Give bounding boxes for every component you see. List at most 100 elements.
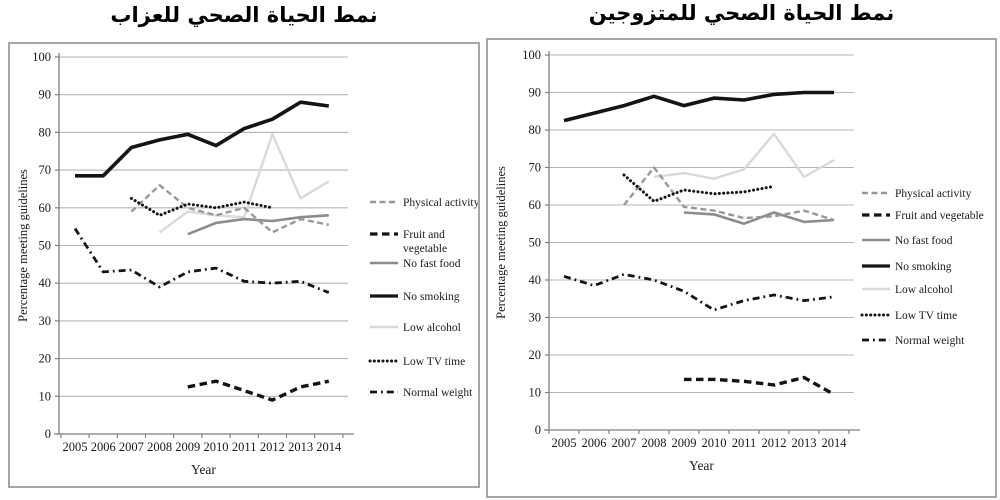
series-lines xyxy=(73,100,330,402)
married-chart-panel: 0 10 20 30 40 50 60 70 80 90 100 2005 2006 2007 2008 20… xyxy=(486,38,997,498)
legend-item-low-alcohol: Low alcohol xyxy=(370,322,461,334)
x-tick-label: 2013 xyxy=(792,436,817,450)
series-lines xyxy=(563,90,835,396)
x-tick-label: 2012 xyxy=(762,436,787,450)
y-tick-labels: 0 10 20 30 40 50 60 70 80 90 100 xyxy=(522,48,541,437)
x-tick-label: 2010 xyxy=(702,436,727,450)
series-line-low-alcohol xyxy=(158,133,330,234)
legend-item-no-smoking: No smoking xyxy=(370,291,460,303)
x-tick-label: 2008 xyxy=(147,440,172,454)
y-tick-label: 50 xyxy=(529,236,542,250)
series-line-fruit-and-vegetable xyxy=(187,379,330,402)
married-chart-title: نمط الحياة الصحي للمتزوجين xyxy=(588,1,895,25)
x-tick-label: 2007 xyxy=(119,440,144,454)
legend: Physical activity Fruit and vegetable No fa… xyxy=(368,197,478,399)
y-tick-label: 100 xyxy=(32,50,51,64)
y-tick-label: 70 xyxy=(39,163,52,177)
legend-label-physical-activity: Physical activity xyxy=(895,188,972,200)
y-tick-label: 0 xyxy=(535,423,541,437)
legend-item-no-fast-food: No fast food xyxy=(862,235,953,247)
y-tick-label: 30 xyxy=(529,311,542,325)
x-tick-label: 2012 xyxy=(260,440,285,454)
x-axis-title: Year xyxy=(191,462,216,477)
x-axis-title: Year xyxy=(689,458,714,473)
singles-chart-title: نمط الحياة الصحي للعزاب xyxy=(110,3,378,27)
y-axis-title: Percentage meeting guidelines xyxy=(494,166,508,319)
legend-item-normal-weight: Normal weight xyxy=(370,387,473,399)
x-tick-label: 2011 xyxy=(232,440,257,454)
legend-label-low-alcohol: Low alcohol xyxy=(403,322,461,334)
legend-label-no-fast-food: No fast food xyxy=(895,235,953,247)
y-tick-label: 60 xyxy=(39,201,52,215)
y-tick-label: 50 xyxy=(39,239,52,253)
y-tick-label: 0 xyxy=(45,427,51,441)
legend-item-no-fast-food: No fast food xyxy=(370,258,461,270)
y-tick-label: 40 xyxy=(39,276,52,290)
legend-label-no-fast-food: No fast food xyxy=(403,258,461,270)
series-line-normal-weight xyxy=(73,227,330,294)
legend-item-physical-activity: Physical activity xyxy=(862,188,972,200)
legend-item-fruit-and-vegetable: Fruit and vegetable xyxy=(862,210,984,222)
y-tick-label: 100 xyxy=(522,48,541,62)
series-line-normal-weight xyxy=(563,273,835,312)
series-line-low-alcohol xyxy=(653,132,835,180)
legend-item-physical-activity: Physical activity xyxy=(370,197,478,209)
series-line-no-smoking xyxy=(75,100,330,178)
y-tick-label: 10 xyxy=(529,386,542,400)
gridlines xyxy=(549,54,854,394)
axes xyxy=(54,53,354,438)
legend-label-fruit-and-vegetable: Fruit and xyxy=(403,229,445,241)
y-tick-label: 90 xyxy=(529,86,542,100)
legend-label-no-smoking: No smoking xyxy=(895,261,952,273)
x-tick-labels: 2005 2006 2007 2008 2009 2010 2011 2012 2013 2014 xyxy=(63,440,343,454)
series-line-fruit-and-vegetable xyxy=(684,375,835,396)
y-tick-label: 90 xyxy=(39,88,52,102)
series-line-physical-activity xyxy=(130,184,330,234)
x-tick-labels: 2005 2006 2007 2008 2009 2010 2011 2012 2013 2014 xyxy=(552,436,848,450)
y-tick-label: 30 xyxy=(39,314,52,328)
legend-label-low-alcohol: Low alcohol xyxy=(895,284,953,296)
legend-item-no-smoking: No smoking xyxy=(862,261,952,273)
y-tick-label: 20 xyxy=(529,348,542,362)
x-tick-label: 2005 xyxy=(63,440,88,454)
series-line-physical-activity xyxy=(623,166,835,222)
legend: Physical activity Fruit and vegetable No f… xyxy=(860,188,984,347)
series-line-low-tv-time xyxy=(622,173,776,203)
x-tick-label: 2007 xyxy=(612,436,637,450)
axes xyxy=(544,51,860,434)
y-tick-labels: 0 10 20 30 40 50 60 70 80 90 100 xyxy=(32,50,51,441)
series-line-low-tv-time xyxy=(129,196,274,217)
y-tick-label: 80 xyxy=(39,125,52,139)
singles-chart-panel: 0 10 20 30 40 50 60 70 80 90 100 2005 2006 2007 2008 20… xyxy=(8,42,480,488)
y-tick-label: 40 xyxy=(529,273,542,287)
legend-label-physical-activity: Physical activity xyxy=(403,197,478,209)
legend-item-low-tv-time: Low TV time xyxy=(368,356,465,368)
x-tick-label: 2014 xyxy=(316,440,342,454)
y-tick-label: 60 xyxy=(529,198,542,212)
x-tick-label: 2008 xyxy=(642,436,667,450)
y-tick-label: 70 xyxy=(529,161,542,175)
y-tick-label: 20 xyxy=(39,352,52,366)
x-tick-label: 2009 xyxy=(175,440,200,454)
legend-label-no-smoking: No smoking xyxy=(403,291,460,303)
x-tick-label: 2011 xyxy=(732,436,757,450)
x-tick-label: 2013 xyxy=(288,440,313,454)
legend-label-fruit-and-vegetable: vegetable xyxy=(403,243,447,255)
y-tick-label: 80 xyxy=(529,123,542,137)
married-chart-svg: 0 10 20 30 40 50 60 70 80 90 100 2005 2006 2007 2008 20… xyxy=(494,48,984,473)
x-tick-label: 2006 xyxy=(91,440,116,454)
legend-label-normal-weight: Normal weight xyxy=(403,387,473,399)
legend-item-normal-weight: Normal weight xyxy=(862,335,965,347)
legend-item-fruit-and-vegetable: Fruit and vegetable xyxy=(370,229,447,255)
y-tick-label: 10 xyxy=(39,389,52,403)
legend-label-low-tv-time: Low TV time xyxy=(895,310,957,322)
legend-label-fruit-and-vegetable: Fruit and vegetable xyxy=(895,210,984,222)
legend-item-low-tv-time: Low TV time xyxy=(860,310,957,322)
x-tick-label: 2006 xyxy=(582,436,607,450)
y-axis-title: Percentage meeting guidelines xyxy=(16,169,30,322)
x-tick-label: 2014 xyxy=(822,436,848,450)
series-line-no-fast-food xyxy=(187,214,329,236)
x-tick-label: 2005 xyxy=(552,436,577,450)
